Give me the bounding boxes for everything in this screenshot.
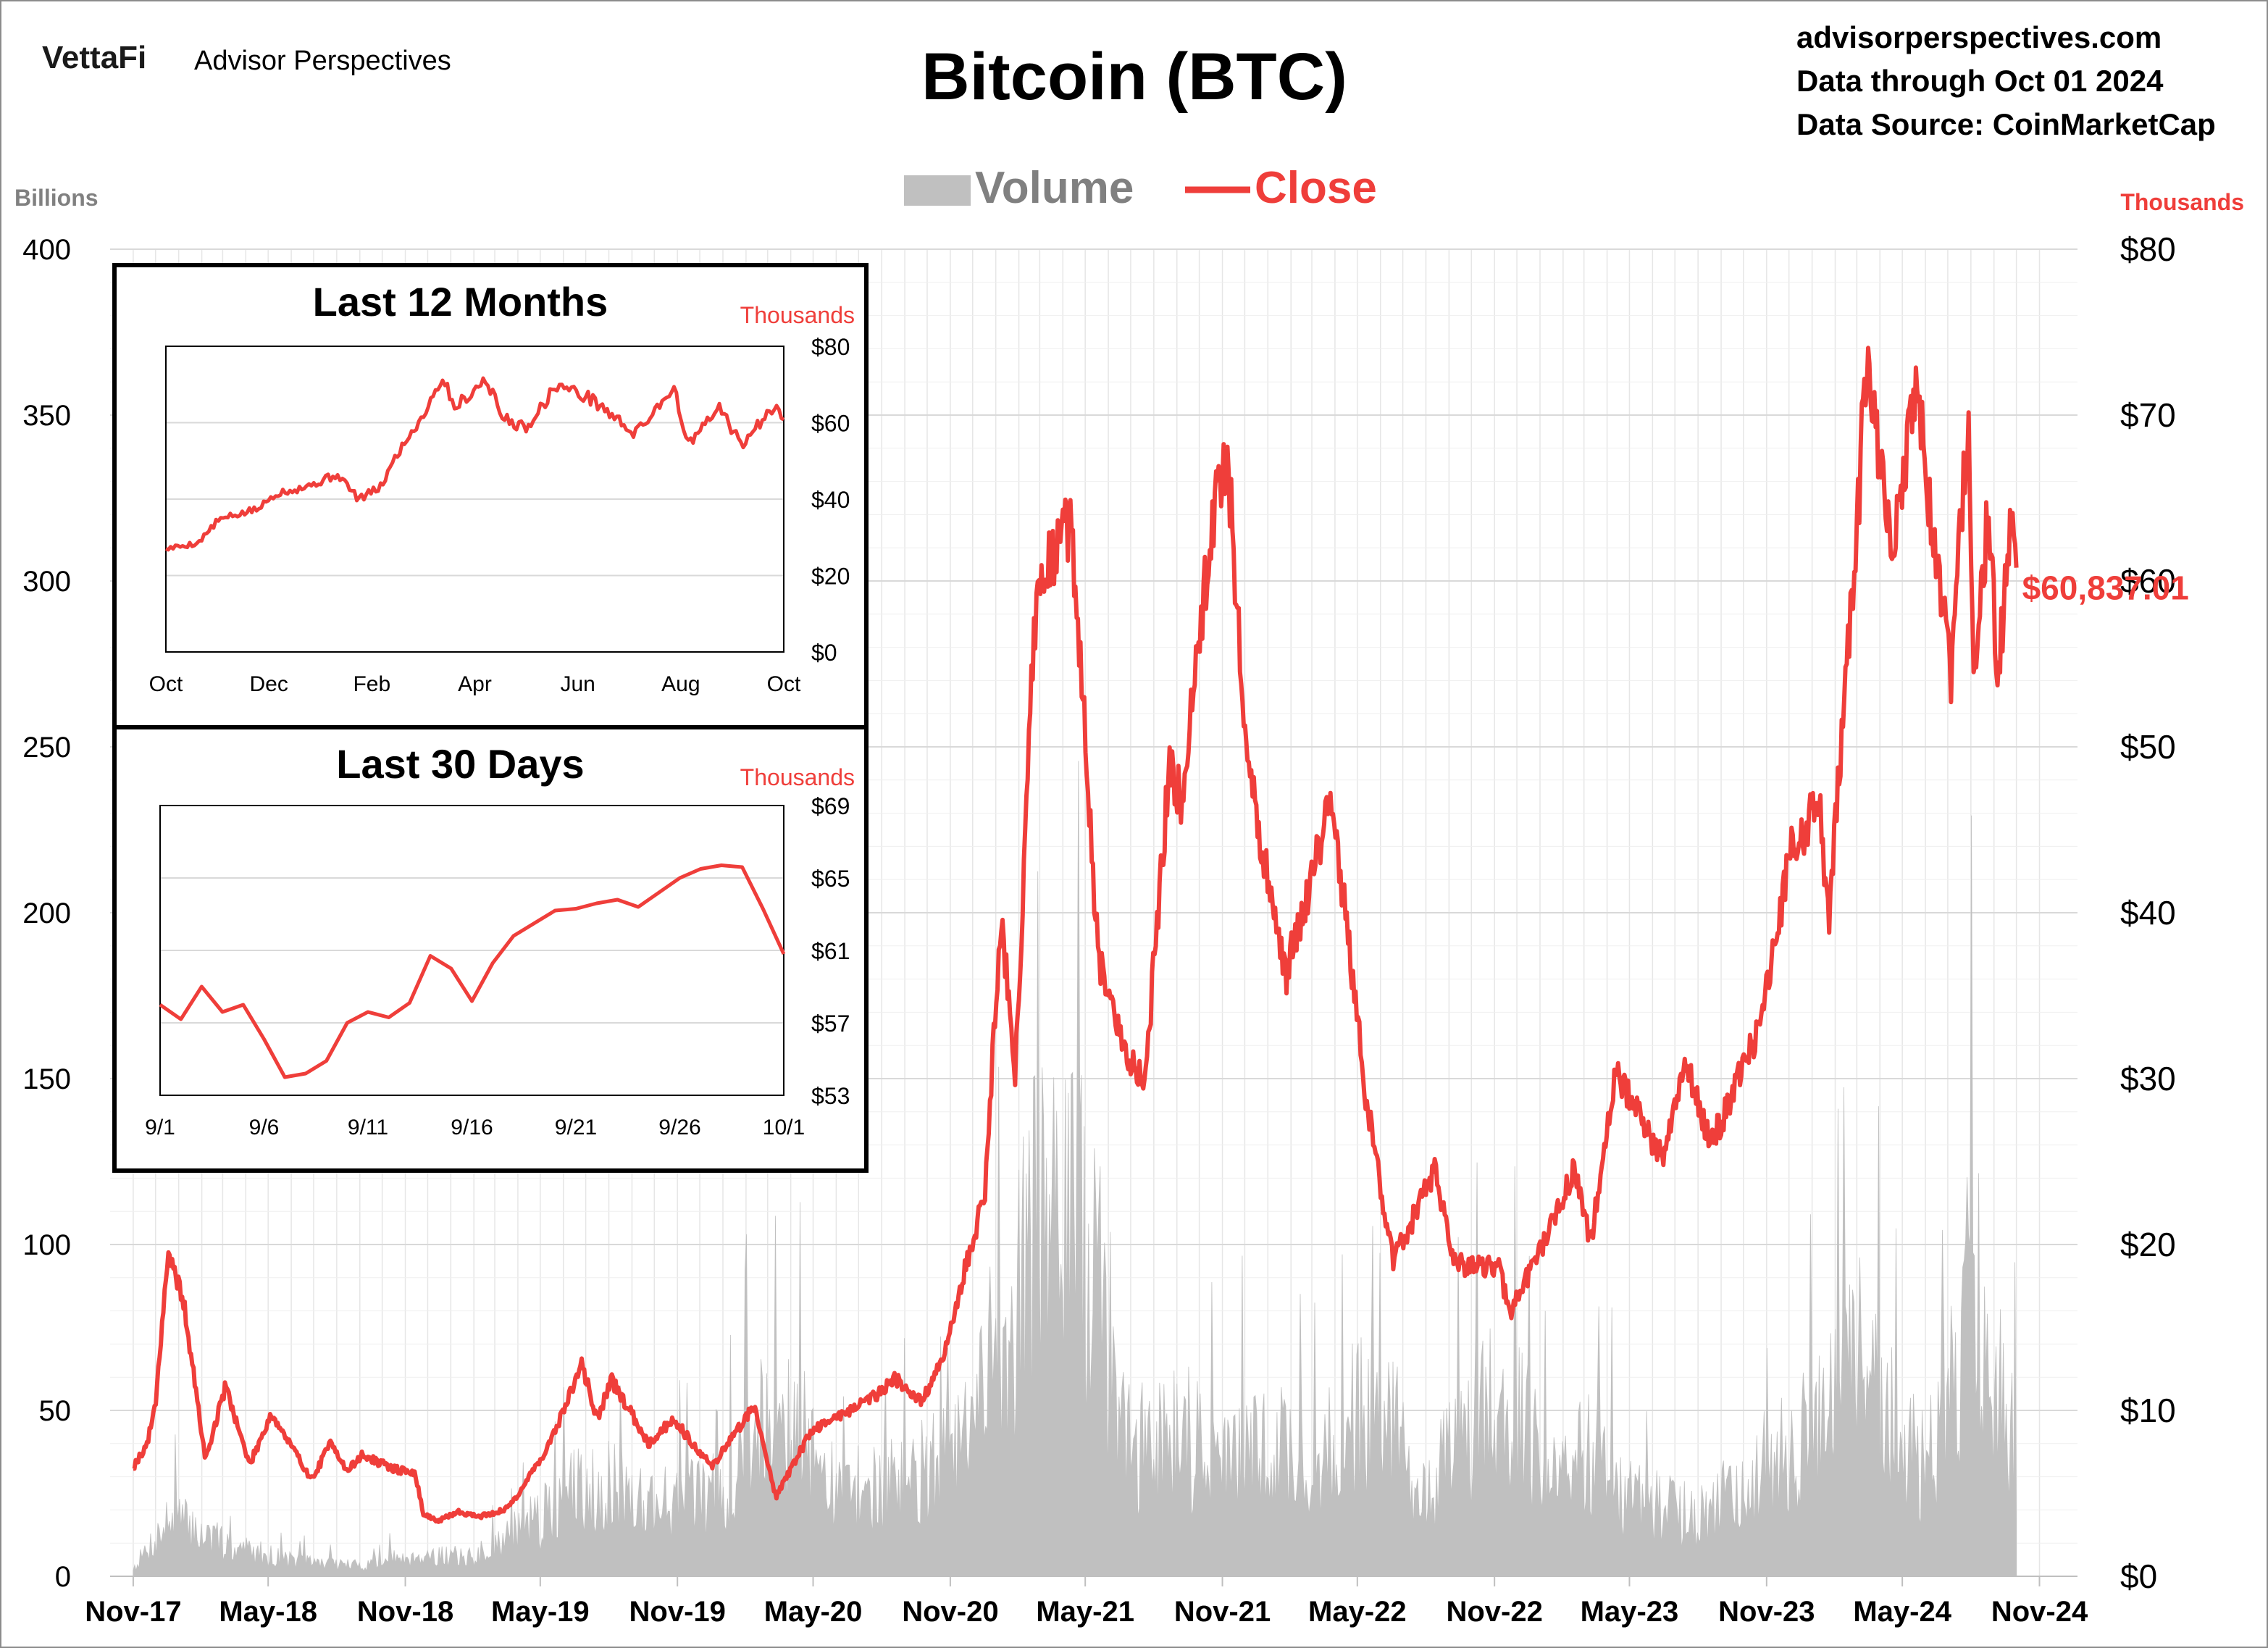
inset-plot-area bbox=[165, 346, 784, 653]
right-axis-tick-label: $40 bbox=[2120, 894, 2176, 932]
left-axis-tick-label: 300 bbox=[22, 566, 71, 598]
inset-y-tick-label: $57 bbox=[811, 1011, 850, 1037]
volume-area bbox=[133, 761, 2017, 1577]
inset-y-tick-label: $65 bbox=[811, 866, 850, 892]
inset-units: Thousands bbox=[740, 302, 855, 328]
x-axis-tick-label: May-20 bbox=[764, 1596, 863, 1628]
x-axis-tick-label: May-21 bbox=[1036, 1596, 1134, 1628]
inset-x-tick-label: Oct bbox=[767, 672, 801, 696]
right-axis-tick-label: $10 bbox=[2120, 1392, 2176, 1429]
brand-name: Advisor Perspectives bbox=[194, 46, 451, 76]
right-axis-tick-label: $20 bbox=[2120, 1226, 2176, 1263]
source-line-date: Data through Oct 01 2024 bbox=[1796, 64, 2164, 98]
legend-volume-label: Volume bbox=[975, 163, 1134, 213]
x-axis-tick-label: May-19 bbox=[491, 1596, 590, 1628]
inset-y-tick-label: $80 bbox=[811, 334, 850, 360]
x-axis-tick-label: Nov-18 bbox=[357, 1596, 453, 1628]
x-axis-tick-label: Nov-20 bbox=[902, 1596, 998, 1628]
inset-x-tick-label: Apr bbox=[458, 672, 492, 696]
inset-frame bbox=[112, 263, 869, 729]
left-axis-tick-label: 200 bbox=[22, 898, 71, 929]
inset-close-line bbox=[165, 376, 785, 552]
x-axis-tick-label: Nov-22 bbox=[1446, 1596, 1542, 1628]
x-axis-tick-label: Nov-23 bbox=[1718, 1596, 1815, 1628]
inset-x-tick-label: 9/16 bbox=[451, 1116, 493, 1139]
brand-logo: VettaFi bbox=[42, 40, 146, 75]
inset-title: Last 30 Days bbox=[336, 741, 584, 787]
x-axis-tick-label: Nov-17 bbox=[85, 1596, 181, 1628]
inset-x-tick-label: Feb bbox=[353, 672, 390, 696]
left-axis-tick-label: 50 bbox=[39, 1395, 72, 1427]
right-axis-tick-label: $70 bbox=[2120, 396, 2176, 434]
inset-units: Thousands bbox=[740, 764, 855, 790]
left-axis-tick-label: 350 bbox=[22, 400, 71, 432]
main-axes: 0 50 100 150 200 250 300 350 400 $0 $10 $20 $30 $40 $5… bbox=[22, 230, 2176, 1628]
inset-last-12-months: Last 12 Months Thousands $0 $20 $40 $60 $80 Oct… bbox=[112, 263, 869, 729]
left-axis-tick-label: 250 bbox=[22, 732, 71, 764]
volume-series bbox=[133, 761, 2017, 1577]
right-axis-tick-label: $30 bbox=[2120, 1060, 2176, 1097]
chart-title: Bitcoin (BTC) bbox=[921, 40, 1347, 114]
inset-x-tick-label: 9/21 bbox=[555, 1116, 597, 1139]
x-axis-tick-label: Nov-19 bbox=[629, 1596, 726, 1628]
legend-close-label: Close bbox=[1255, 163, 1377, 213]
inset-y-tick-label: $0 bbox=[811, 640, 837, 666]
source-line-source: Data Source: CoinMarketCap bbox=[1796, 107, 2216, 141]
left-axis-tick-label: 400 bbox=[22, 234, 71, 266]
last-close-label: $60,837.01 bbox=[2022, 569, 2189, 607]
close-line bbox=[132, 346, 2019, 1524]
right-axis-tick-label: $60 bbox=[2120, 562, 2176, 600]
left-axis-tick-label: 100 bbox=[22, 1229, 71, 1261]
left-axis-tick-label: 0 bbox=[55, 1561, 71, 1593]
inset-x-tick-label: 9/11 bbox=[348, 1116, 388, 1139]
inset-title: Last 12 Months bbox=[313, 279, 608, 325]
inset-y-tick-label: $40 bbox=[811, 487, 850, 513]
inset-x-tick-label: Jun bbox=[560, 672, 595, 696]
inset-x-tick-label: 9/1 bbox=[145, 1116, 175, 1139]
inset-y-tick-label: $61 bbox=[811, 938, 850, 964]
right-axis-tick-label: $50 bbox=[2120, 728, 2176, 766]
inset-x-tick-label: Aug bbox=[661, 672, 700, 696]
x-axis-tick-label: Nov-21 bbox=[1174, 1596, 1271, 1628]
inset-x-tick-label: 10/1 bbox=[763, 1116, 805, 1139]
right-axis-units: Thousands bbox=[2120, 189, 2244, 215]
x-axis-tick-label: Nov-24 bbox=[1991, 1596, 2088, 1628]
left-axis-tick-label: 150 bbox=[22, 1063, 71, 1095]
inset-x-tick-label: Oct bbox=[149, 672, 183, 696]
right-axis-tick-label: $0 bbox=[2120, 1557, 2157, 1595]
x-axis-tick-label: May-22 bbox=[1308, 1596, 1407, 1628]
right-axis-tick-label: $80 bbox=[2120, 230, 2176, 268]
close-series bbox=[132, 346, 2019, 1524]
source-line-site: advisorperspectives.com bbox=[1796, 20, 2162, 54]
inset-x-tick-label: 9/26 bbox=[658, 1116, 700, 1139]
inset-frame bbox=[112, 725, 869, 1173]
inset-y-tick-label: $69 bbox=[811, 793, 850, 819]
x-axis-tick-label: May-18 bbox=[219, 1596, 317, 1628]
legend-volume-swatch bbox=[904, 175, 971, 206]
inset-y-tick-label: $53 bbox=[811, 1083, 850, 1109]
inset-y-tick-label: $60 bbox=[811, 411, 850, 437]
inset-x-tick-label: Dec bbox=[249, 672, 288, 696]
x-axis-tick-label: May-23 bbox=[1581, 1596, 1679, 1628]
inset-x-tick-label: 9/6 bbox=[249, 1116, 280, 1139]
inset-y-tick-label: $20 bbox=[811, 564, 850, 590]
left-axis-units: Billions bbox=[14, 185, 99, 211]
inset-close-line bbox=[159, 863, 786, 1079]
inset-last-30-days: Last 30 Days Thousands $53 $57 $61 $65 $69 9/1 9… bbox=[112, 725, 869, 1173]
x-axis-tick-label: May-24 bbox=[1853, 1596, 1951, 1628]
